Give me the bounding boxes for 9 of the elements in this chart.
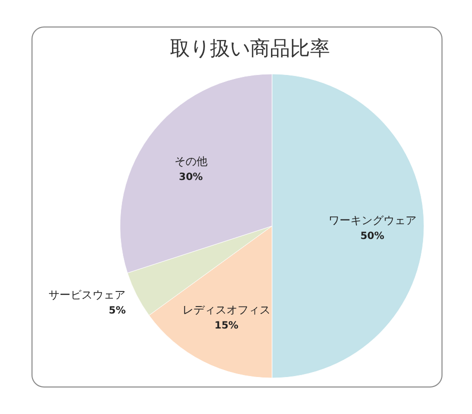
slice-label: レディスオフィス [182, 303, 270, 316]
slice-label: その他 [174, 155, 208, 168]
data-label: 5% [108, 306, 126, 317]
data-label: 15% [214, 320, 238, 332]
slice-label: ワーキングウェア [328, 214, 416, 227]
chart-title: 取り扱い商品比率 [170, 36, 330, 60]
data-label: 30% [178, 172, 203, 184]
data-label: 50% [360, 231, 384, 242]
slice-label: サービスウェア [48, 288, 126, 302]
